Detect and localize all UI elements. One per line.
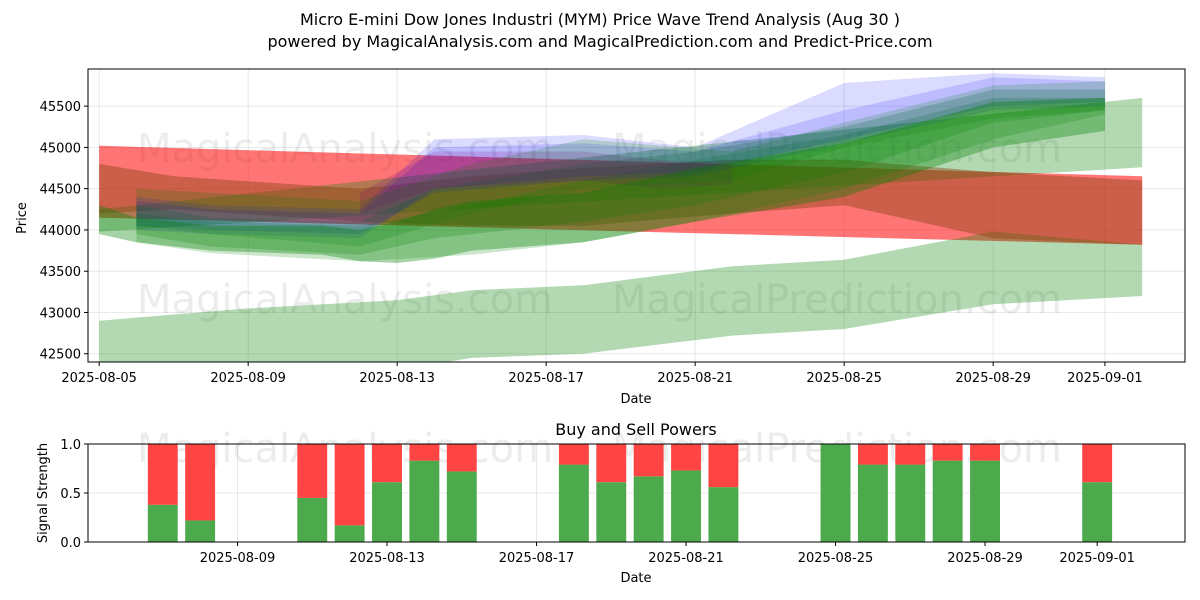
price-x-tick-label: 2025-09-01 (1067, 371, 1143, 386)
buy-power-bar (708, 487, 739, 542)
price-x-axis-label: Date (620, 392, 651, 407)
forecast-band (99, 97, 1143, 232)
watermark-text: MagicalPrediction.com (612, 126, 1062, 172)
buy-power-bar (895, 464, 926, 542)
sell-power-bar (633, 444, 664, 477)
forecast-band (136, 77, 1105, 235)
sell-power-bar (895, 444, 926, 465)
buy-power-bar (372, 482, 402, 542)
forecast-band (99, 145, 1143, 245)
sell-power-bar (596, 444, 627, 483)
chart-subtitle: powered by MagicalAnalysis.com and Magic… (267, 32, 932, 51)
buy-power-bar (633, 476, 664, 542)
sell-power-bar (558, 444, 589, 465)
price-x-tick-label: 2025-08-09 (210, 371, 286, 386)
price-y-axis-label: Price (15, 202, 30, 234)
price-x-tick-label: 2025-08-29 (955, 371, 1031, 386)
watermark-text: MagicalAnalysis.com (137, 126, 553, 172)
buy-power-bar (932, 460, 963, 542)
sell-power-bar (297, 444, 328, 498)
price-x-tick-label: 2025-08-21 (657, 371, 733, 386)
forecast-band (136, 89, 1105, 255)
sell-power-bar (857, 444, 888, 465)
buy-power-bar (1082, 482, 1113, 542)
price-plot: MagicalAnalysis.com MagicalPrediction.com… (40, 68, 1186, 386)
signal-x-tick-label: 2025-08-13 (349, 551, 425, 566)
buy-power-bar (857, 464, 888, 542)
watermark-text: MagicalPrediction.com (612, 277, 1062, 323)
price-y-tick-label: 43000 (40, 306, 81, 321)
watermark-text: MagicalAnalysis.com (137, 277, 553, 323)
sell-power-bar (409, 444, 440, 461)
sell-power-bar (671, 444, 701, 471)
signal-y-tick-label: 0.5 (60, 487, 81, 502)
forecast-band (136, 81, 1105, 247)
price-x-tick-label: 2025-08-25 (806, 371, 882, 386)
price-plot-frame (87, 68, 1186, 363)
signal-y-tick-label: 0.0 (60, 536, 81, 551)
price-y-tick-label: 45000 (40, 141, 81, 156)
sell-power-bar (147, 444, 178, 505)
buy-power-bar (671, 470, 701, 542)
signal-x-axis-label: Date (620, 571, 651, 586)
chart-title: Micro E-mini Dow Jones Industri (MYM) Pr… (300, 10, 900, 29)
buy-power-bar (446, 471, 477, 542)
sell-power-bar (1082, 444, 1113, 483)
sell-power-bar (334, 444, 365, 526)
buy-power-bar (820, 444, 851, 542)
price-y-tick-label: 44000 (40, 224, 81, 239)
price-x-tick-label: 2025-08-13 (359, 371, 435, 386)
price-x-tick-label: 2025-08-17 (508, 371, 584, 386)
signal-x-tick-label: 2025-08-21 (648, 551, 724, 566)
buy-power-bar (596, 482, 627, 542)
buy-power-bar (297, 497, 328, 542)
sell-power-bar (372, 444, 402, 483)
signal-y-axis-label: Signal Strength (36, 443, 51, 543)
buy-power-bar (409, 460, 440, 542)
signal-x-tick-label: 2025-09-01 (1059, 551, 1135, 566)
buy-power-bar (334, 525, 365, 542)
buy-power-bar (970, 460, 1000, 542)
forecast-band (99, 145, 1143, 245)
signal-x-tick-label: 2025-08-17 (499, 551, 575, 566)
buy-power-bar (558, 464, 589, 542)
sell-power-bar (932, 444, 963, 461)
forecast-band (359, 151, 733, 214)
signal-x-tick-label: 2025-08-29 (947, 551, 1023, 566)
forecast-band (136, 73, 1105, 239)
sell-power-bar (708, 444, 739, 488)
price-y-tick-label: 43500 (40, 265, 81, 280)
sell-power-bar (970, 444, 1000, 461)
price-y-tick-label: 44500 (40, 183, 81, 198)
sell-power-bar (185, 444, 216, 521)
buy-power-bar (147, 504, 178, 542)
signal-x-tick-label: 2025-08-25 (798, 551, 874, 566)
price-x-tick-label: 2025-08-05 (61, 371, 137, 386)
buy-power-bar (185, 520, 216, 542)
forecast-band (99, 97, 1105, 264)
signal-title: Buy and Sell Powers (555, 420, 717, 439)
sell-power-bar (446, 444, 477, 472)
price-y-tick-label: 42500 (40, 348, 81, 363)
price-y-tick-label: 45500 (40, 100, 81, 115)
forecast-band (99, 159, 1143, 245)
signal-x-tick-label: 2025-08-09 (200, 551, 276, 566)
signal-y-tick-label: 1.0 (60, 438, 81, 453)
signal-plot: MagicalAnalysis.comMagicalPrediction.com… (60, 426, 1186, 566)
forecast-band (136, 97, 1105, 262)
forecast-band (99, 231, 1143, 362)
